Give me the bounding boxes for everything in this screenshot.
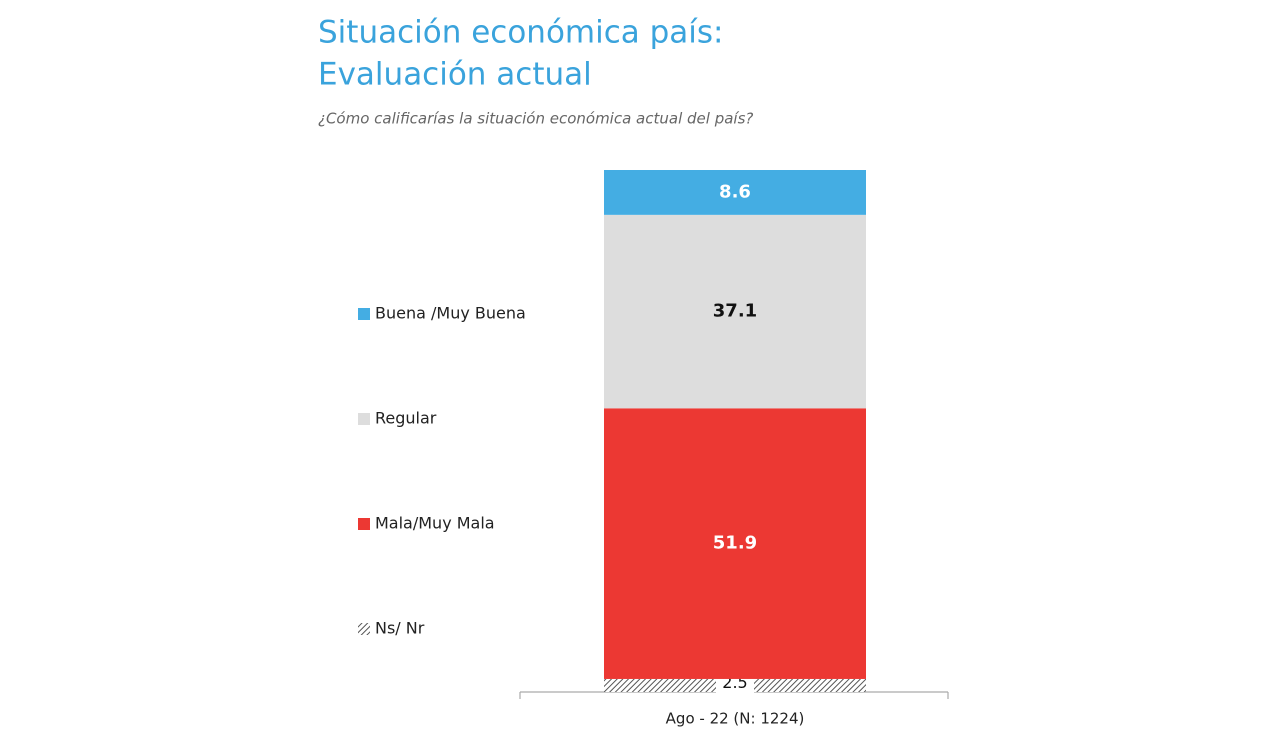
bar-segment (604, 170, 866, 215)
legend-swatch (358, 413, 370, 425)
value-label: 8.6 (719, 181, 751, 202)
chart-subtitle: ¿Cómo calificarías la situación económic… (318, 110, 753, 128)
legend-swatch (358, 308, 370, 320)
legend-swatch (358, 623, 370, 635)
value-label: 51.9 (713, 533, 757, 554)
value-label-bg (716, 673, 754, 696)
legend-label: Buena /Muy Buena (375, 304, 526, 323)
value-label: 37.1 (713, 301, 757, 322)
bar-segment (604, 408, 866, 679)
legend-label: Regular (375, 409, 437, 428)
bar-segment (604, 214, 866, 409)
chart-title: Evaluación actual (318, 57, 592, 93)
legend-swatch (358, 518, 370, 530)
legend-label: Mala/Muy Mala (375, 514, 495, 533)
x-tick-label: Ago - 22 (N: 1224) (666, 710, 805, 728)
chart-title: Situación económica país: (318, 15, 724, 51)
legend-label: Ns/ Nr (375, 619, 425, 638)
